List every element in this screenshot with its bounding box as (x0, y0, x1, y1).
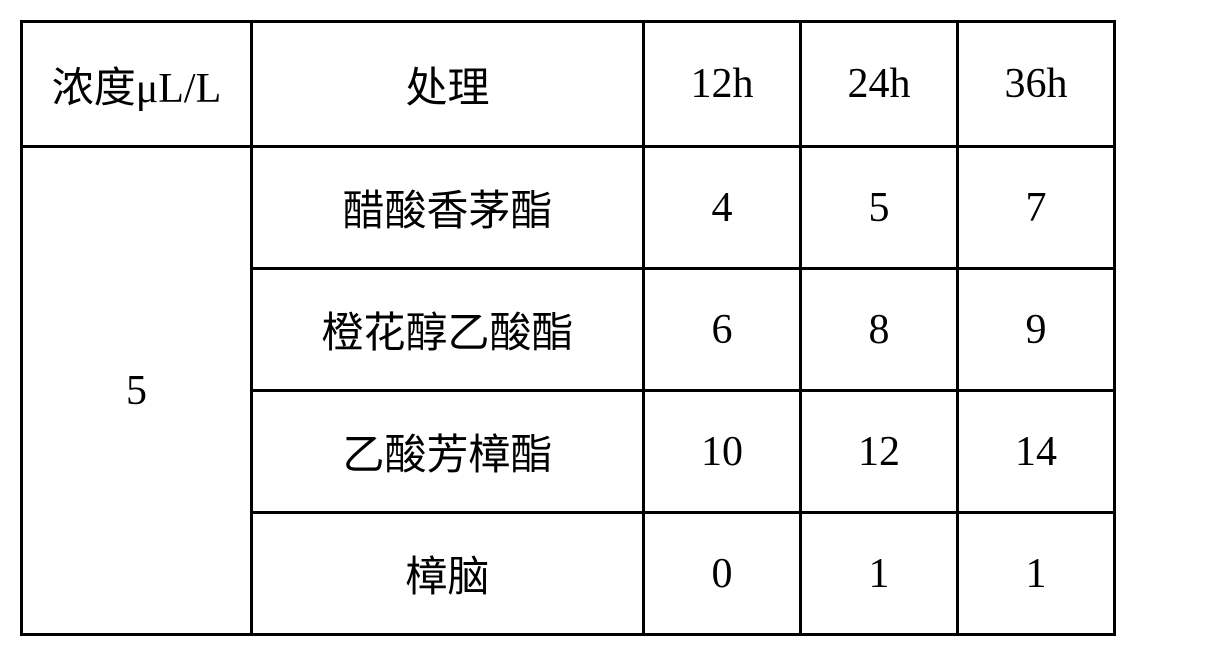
cell-value: 14 (958, 391, 1115, 513)
cell-value: 12 (801, 391, 958, 513)
cell-concentration: 5 (22, 147, 252, 635)
cell-value: 7 (958, 147, 1115, 269)
cell-treatment: 橙花醇乙酸酯 (252, 269, 644, 391)
cell-treatment: 醋酸香茅酯 (252, 147, 644, 269)
cell-value: 5 (801, 147, 958, 269)
cell-treatment: 樟脑 (252, 513, 644, 635)
cell-value: 9 (958, 269, 1115, 391)
cell-value: 1 (801, 513, 958, 635)
header-12h: 12h (644, 22, 801, 147)
header-36h: 36h (958, 22, 1115, 147)
header-24h: 24h (801, 22, 958, 147)
cell-value: 4 (644, 147, 801, 269)
cell-treatment: 乙酸芳樟酯 (252, 391, 644, 513)
header-concentration: 浓度μL/L (22, 22, 252, 147)
table-row: 5 醋酸香茅酯 4 5 7 (22, 147, 1115, 269)
header-treatment: 处理 (252, 22, 644, 147)
cell-value: 1 (958, 513, 1115, 635)
cell-value: 6 (644, 269, 801, 391)
cell-value: 8 (801, 269, 958, 391)
table-header-row: 浓度μL/L 处理 12h 24h 36h (22, 22, 1115, 147)
cell-value: 0 (644, 513, 801, 635)
data-table: 浓度μL/L 处理 12h 24h 36h 5 醋酸香茅酯 4 5 7 橙花醇乙… (20, 20, 1116, 636)
cell-value: 10 (644, 391, 801, 513)
